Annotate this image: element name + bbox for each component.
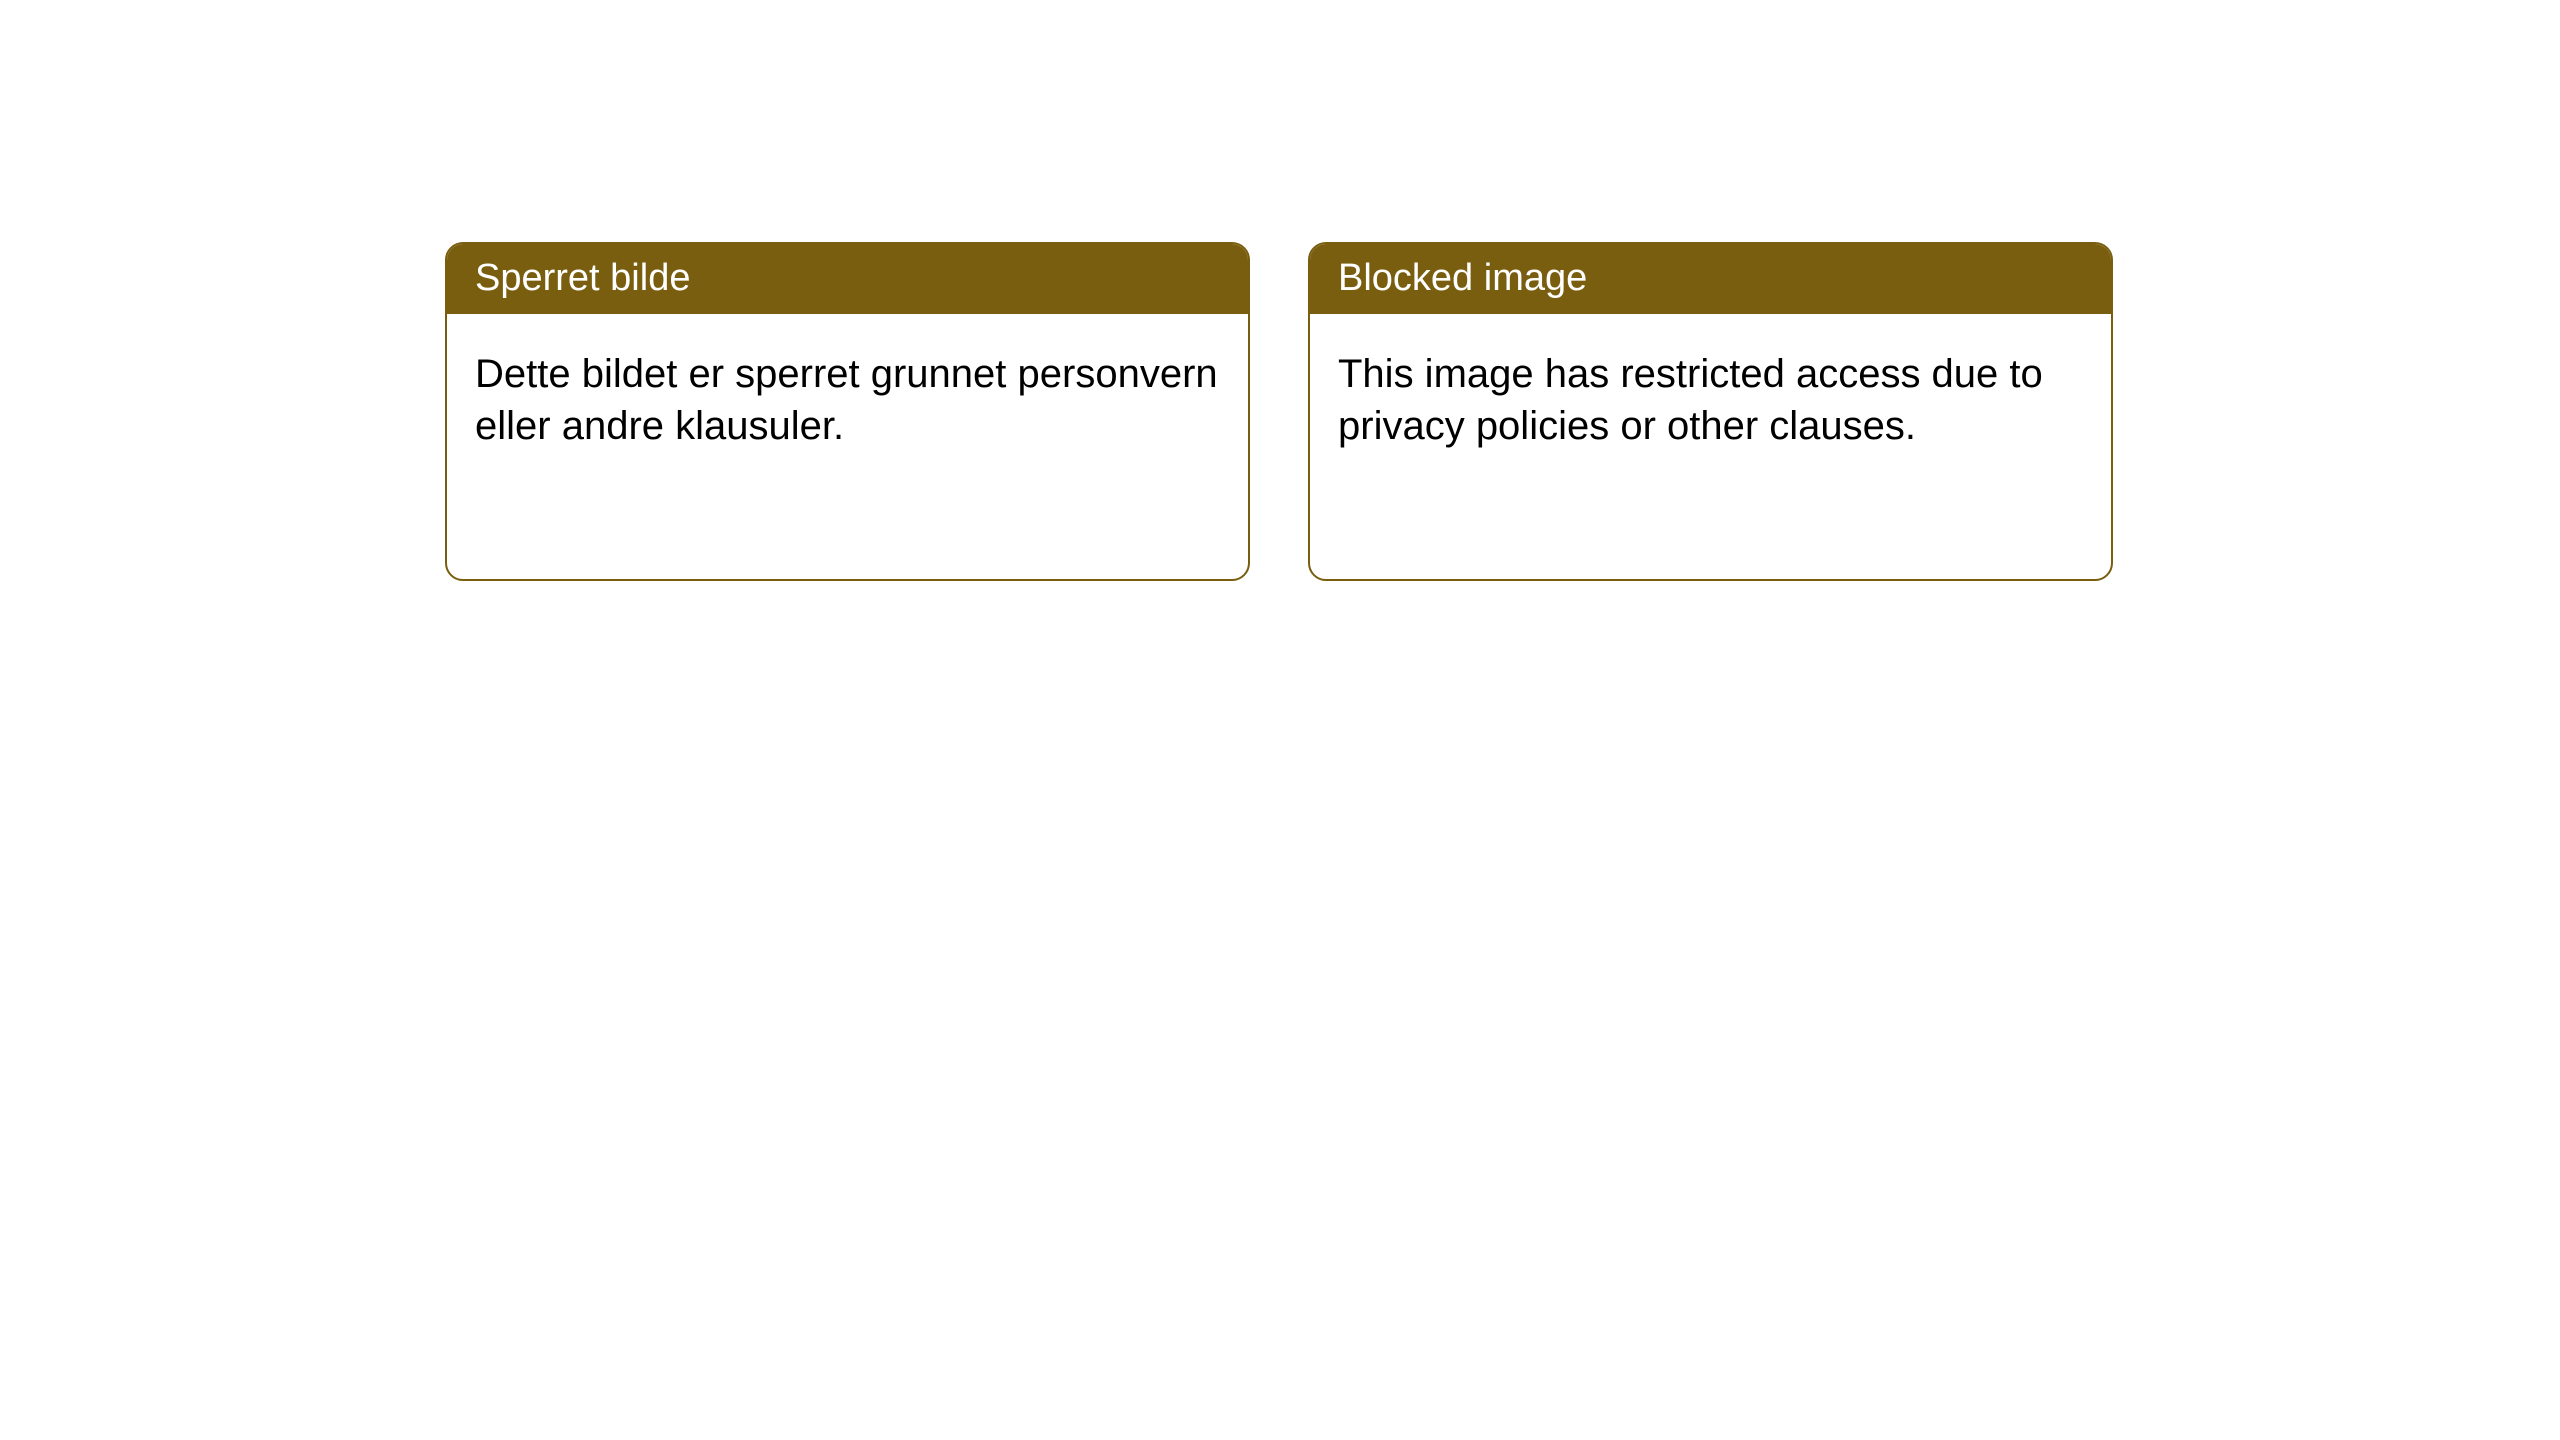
notice-title: Blocked image	[1310, 244, 2111, 314]
notice-title: Sperret bilde	[447, 244, 1248, 314]
notice-body: Dette bildet er sperret grunnet personve…	[447, 314, 1248, 486]
notice-card-english: Blocked image This image has restricted …	[1308, 242, 2113, 581]
notice-body: This image has restricted access due to …	[1310, 314, 2111, 486]
notice-card-norwegian: Sperret bilde Dette bildet er sperret gr…	[445, 242, 1250, 581]
notice-container: Sperret bilde Dette bildet er sperret gr…	[445, 242, 2113, 581]
